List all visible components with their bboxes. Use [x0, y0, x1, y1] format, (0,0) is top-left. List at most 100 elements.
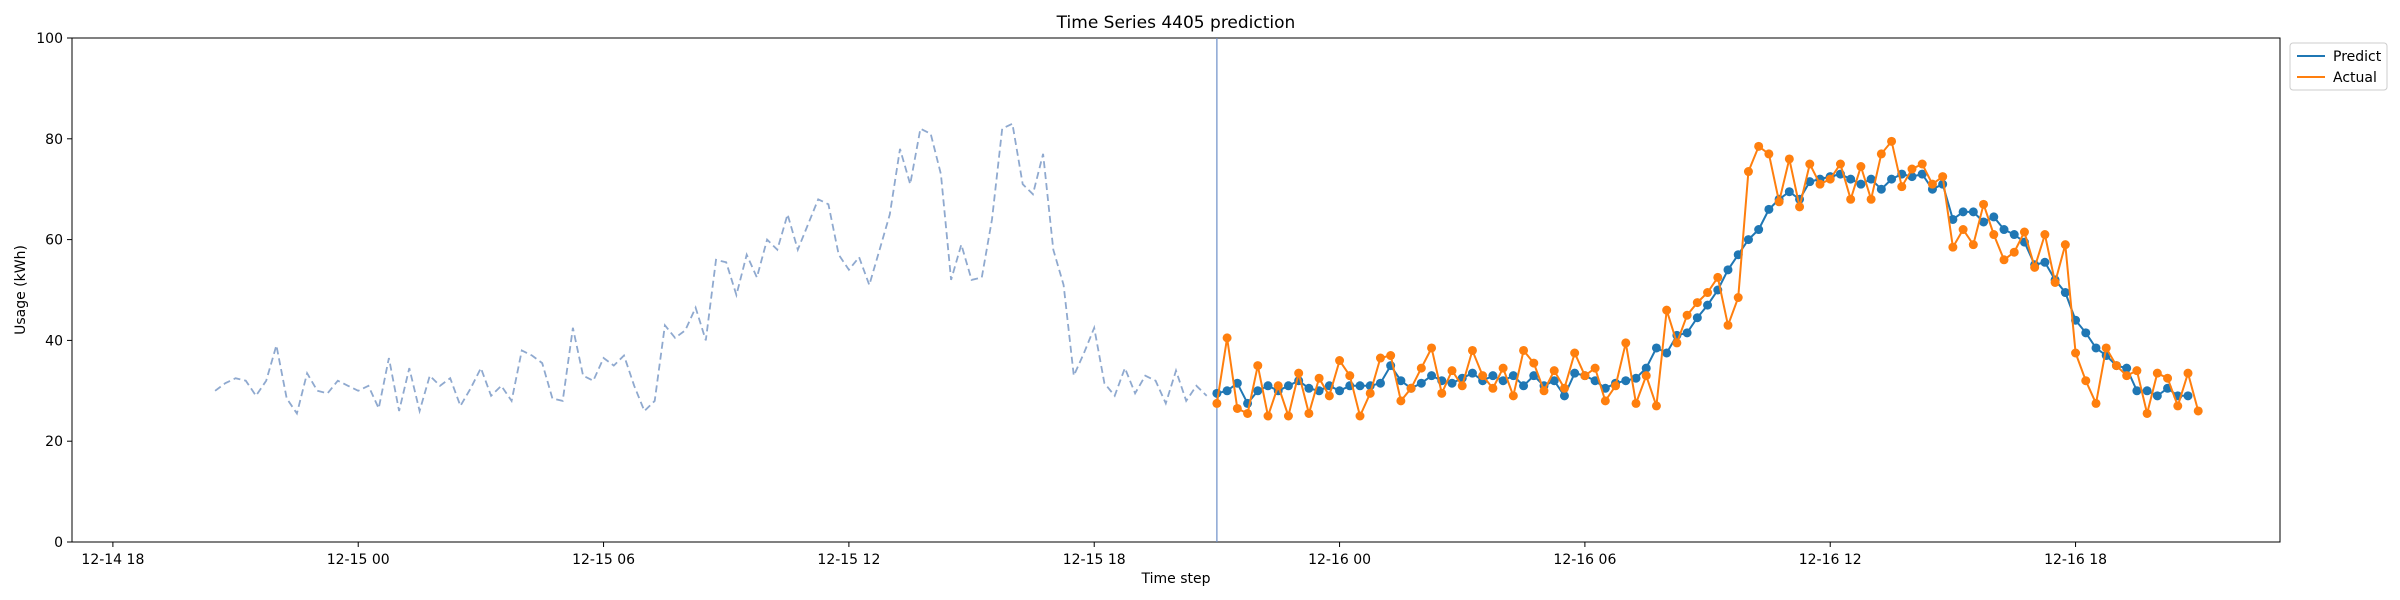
data-point-predict — [1989, 212, 1999, 222]
data-point-actual — [1508, 391, 1518, 401]
data-point-predict — [1682, 328, 1692, 338]
data-point-actual — [2101, 343, 2111, 353]
data-point-predict — [1784, 187, 1794, 197]
data-point-actual — [1784, 154, 1794, 164]
data-point-actual — [1386, 351, 1396, 361]
data-point-predict — [1498, 376, 1508, 386]
data-point-actual — [1355, 411, 1365, 421]
data-point-predict — [1427, 371, 1437, 381]
data-point-actual — [1304, 408, 1314, 418]
data-point-predict — [1805, 177, 1815, 187]
data-point-actual — [1938, 172, 1948, 182]
data-point-actual — [1243, 408, 1253, 418]
data-point-actual — [1273, 381, 1283, 391]
data-point-predict — [1508, 371, 1518, 381]
data-point-actual — [2122, 371, 2132, 381]
data-point-actual — [1887, 136, 1897, 146]
data-point-actual — [1651, 401, 1661, 411]
y-axis-label: Usage (kWh) — [13, 245, 29, 335]
x-tick-label: 12-15 18 — [1063, 552, 1126, 568]
data-point-actual — [1743, 167, 1753, 177]
x-tick-label: 12-15 06 — [572, 552, 635, 568]
data-point-predict — [1304, 383, 1314, 393]
data-point-actual — [1488, 383, 1498, 393]
data-point-actual — [1519, 345, 1529, 355]
x-tick-label: 12-16 06 — [1553, 552, 1616, 568]
data-point-predict — [1754, 225, 1764, 235]
data-point-actual — [1764, 149, 1774, 159]
data-point-predict — [1723, 265, 1733, 275]
data-point-actual — [1600, 396, 1610, 406]
data-point-actual — [1447, 366, 1457, 376]
data-point-actual — [1672, 338, 1682, 348]
data-point-predict — [1876, 184, 1886, 194]
data-point-actual — [2071, 348, 2081, 358]
data-point-actual — [1232, 403, 1242, 413]
data-point-predict — [1375, 378, 1385, 388]
data-point-predict — [1212, 388, 1222, 398]
y-tick-label: 20 — [45, 434, 63, 450]
data-point-actual — [1907, 164, 1917, 174]
x-tick-label: 12-16 12 — [1799, 552, 1862, 568]
data-point-predict — [1733, 250, 1743, 260]
data-point-predict — [1253, 386, 1263, 396]
data-point-actual — [1324, 391, 1334, 401]
data-point-actual — [1253, 361, 1263, 371]
data-point-actual — [1927, 179, 1937, 189]
x-tick-label: 12-15 12 — [817, 552, 880, 568]
data-point-actual — [2030, 262, 2040, 272]
data-point-actual — [2111, 361, 2121, 371]
data-point-actual — [1263, 411, 1273, 421]
data-point-actual — [1631, 398, 1641, 408]
x-axis-label: Time step — [1141, 571, 1211, 587]
data-point-actual — [1498, 363, 1508, 373]
data-point-predict — [1222, 386, 1232, 396]
data-point-actual — [1396, 396, 1406, 406]
data-point-predict — [2009, 230, 2019, 240]
data-point-predict — [1641, 363, 1651, 373]
data-point-predict — [2132, 386, 2142, 396]
data-point-actual — [2060, 240, 2070, 250]
data-point-actual — [2152, 368, 2162, 378]
x-tick-label: 12-16 00 — [1308, 552, 1371, 568]
data-point-actual — [1876, 149, 1886, 159]
data-point-actual — [2040, 230, 2050, 240]
data-point-predict — [1335, 386, 1345, 396]
data-point-actual — [1467, 345, 1477, 355]
data-point-actual — [1897, 182, 1907, 192]
data-point-actual — [1662, 305, 1672, 315]
data-point-predict — [1467, 368, 1477, 378]
y-tick-label: 40 — [45, 333, 63, 349]
data-point-actual — [2142, 408, 2152, 418]
data-point-actual — [1774, 197, 1784, 207]
data-point-predict — [1570, 368, 1580, 378]
data-point-predict — [1447, 378, 1457, 388]
data-point-actual — [1580, 371, 1590, 381]
data-point-actual — [1948, 242, 1958, 252]
data-point-actual — [1365, 388, 1375, 398]
data-point-actual — [1559, 383, 1569, 393]
data-point-actual — [1478, 371, 1488, 381]
data-point-actual — [1999, 255, 2009, 265]
data-point-predict — [1979, 217, 1989, 227]
data-point-predict — [1662, 348, 1672, 358]
data-point-actual — [1825, 174, 1835, 184]
data-point-actual — [1406, 383, 1416, 393]
data-point-actual — [1917, 159, 1927, 169]
data-point-predict — [1549, 376, 1559, 386]
data-point-actual — [1846, 194, 1856, 204]
data-point-actual — [1713, 272, 1723, 282]
legend: Predict Actual — [2289, 42, 2388, 91]
data-point-actual — [2193, 406, 2203, 416]
data-point-predict — [1743, 235, 1753, 245]
data-point-predict — [1529, 371, 1539, 381]
data-point-actual — [1375, 353, 1385, 363]
data-point-actual — [1979, 199, 1989, 209]
data-point-actual — [1866, 194, 1876, 204]
data-point-predict — [1621, 376, 1631, 386]
data-point-predict — [1692, 313, 1702, 323]
data-point-actual — [1283, 411, 1293, 421]
data-point-actual — [1529, 358, 1539, 368]
data-point-actual — [1692, 298, 1702, 308]
